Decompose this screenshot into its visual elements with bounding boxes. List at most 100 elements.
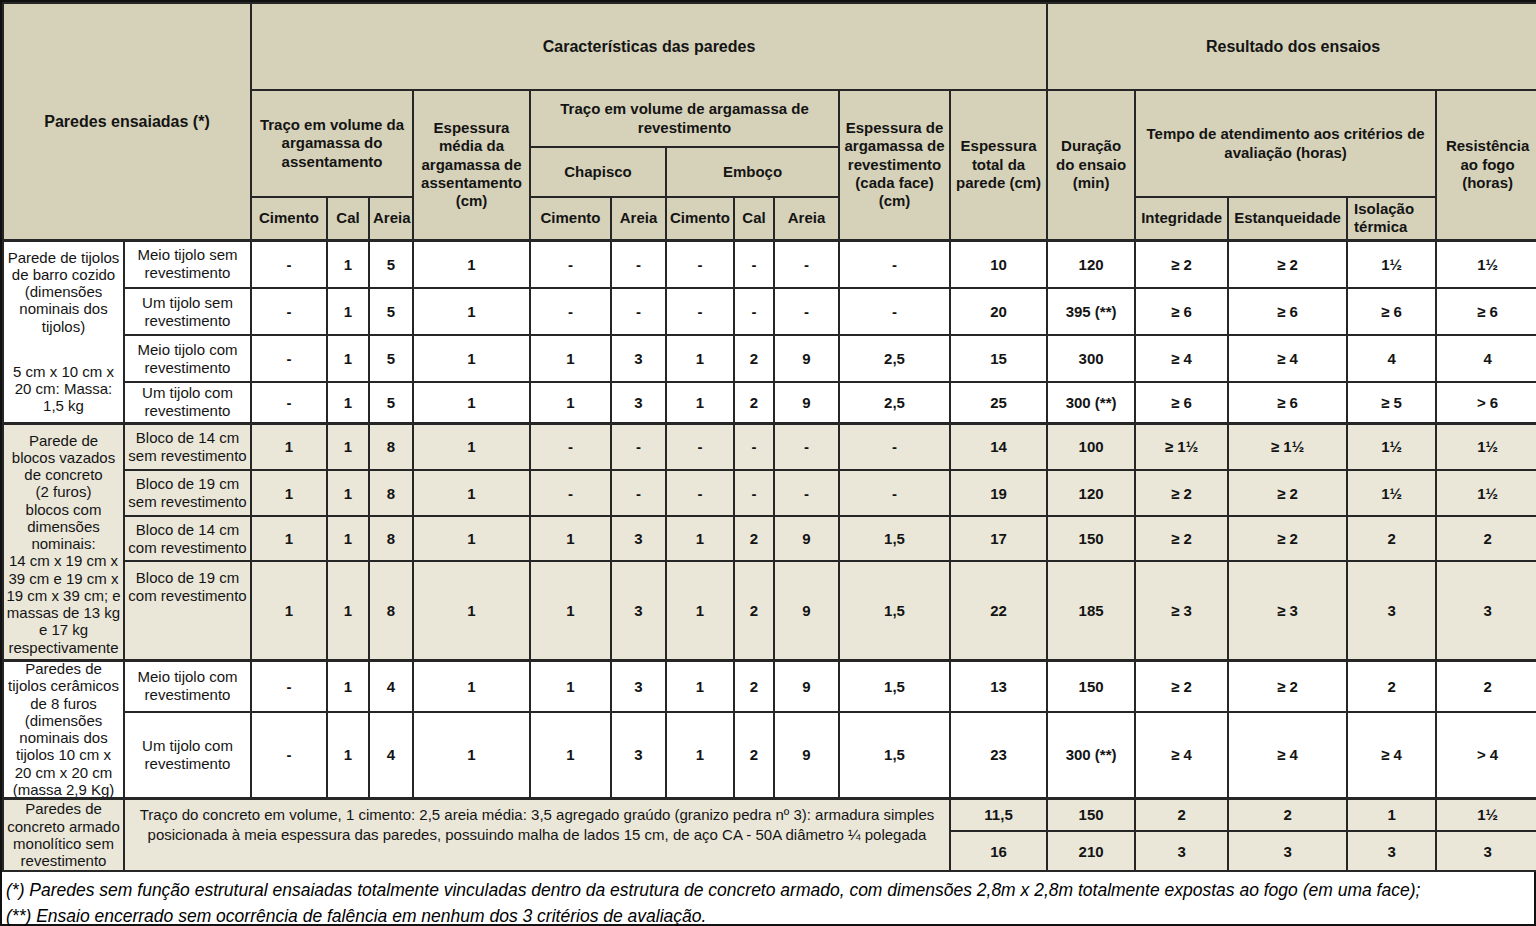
value-cell: 1 [413,712,530,798]
value-cell: 1 [413,240,530,288]
value-cell: 150 [1047,516,1135,561]
col-header-emboco: Emboço [666,147,839,197]
value-cell: 1,5 [839,712,950,798]
value-cell: - [530,470,611,516]
value-cell: - [530,288,611,335]
group-label: Paredes de tijolos cerâmicos de 8 furos … [3,660,124,798]
value-cell: 120 [1047,240,1135,288]
value-cell: - [251,335,327,382]
col-header-traco-assentamento: Traço em volume da argamassa do assentam… [251,90,413,197]
table-row: Paredes de concreto armado monolítico se… [3,798,1536,831]
value-cell: - [530,240,611,288]
value-cell: ≥ 2 [1228,240,1347,288]
value-cell: ≥ 2 [1228,516,1347,561]
value-cell: - [666,470,734,516]
value-cell: - [774,240,839,288]
value-cell: 2 [734,712,774,798]
value-cell: 1 [530,516,611,561]
value-cell: 2,5 [839,335,950,382]
table-row: Bloco de 14 cm com revestimento118113129… [3,516,1536,561]
value-cell: 8 [369,561,413,660]
fire-resistance-table: Paredes ensaiadas (*) Características da… [2,2,1536,872]
value-cell: ≥ 6 [1135,382,1228,423]
value-cell: ≥ 2 [1135,240,1228,288]
value-cell: 10 [950,240,1047,288]
value-cell: 1 [327,470,369,516]
row-label: Meio tijolo com revestimento [124,660,251,712]
value-cell: 3 [1347,831,1436,871]
value-cell: - [774,288,839,335]
value-cell: ≥ 4 [1228,335,1347,382]
value-cell: - [734,240,774,288]
col-header-paredes-ensaiadas: Paredes ensaiadas (*) [3,3,251,240]
value-cell: 1 [413,516,530,561]
value-cell: - [251,660,327,712]
value-cell: 2 [1347,516,1436,561]
value-cell: ≥ 6 [1228,382,1347,423]
value-cell: - [251,382,327,423]
col-header-chapisco: Chapisco [530,147,666,197]
value-cell: - [611,288,666,335]
value-cell: 1 [413,382,530,423]
col-header-cimento: Cimento [251,197,327,240]
value-cell: > 6 [1436,382,1536,423]
value-cell: 5 [369,288,413,335]
col-header-tempo-atendimento: Tempo de atendimento aos critérios de av… [1135,90,1436,197]
col-header-caracteristicas: Características das paredes [251,3,1047,90]
value-cell: 1 [251,516,327,561]
value-cell: 1 [327,516,369,561]
col-header-integridade: Integridade [1135,197,1228,240]
row-label: Bloco de 19 cm com revestimento [124,561,251,660]
value-cell: ≥ 2 [1228,470,1347,516]
value-cell: - [839,288,950,335]
value-cell: 1 [327,423,369,470]
value-cell: - [251,240,327,288]
value-cell: 150 [1047,798,1135,831]
value-cell: 11,5 [950,798,1047,831]
value-cell: 3 [1436,831,1536,871]
value-cell: 5 [369,382,413,423]
value-cell: 2 [1135,798,1228,831]
col-header-cal: Cal [327,197,369,240]
value-cell: 1 [251,423,327,470]
value-cell: 2 [734,516,774,561]
value-cell: ≥ 6 [1228,288,1347,335]
row-label: Um tijolo com revestimento [124,382,251,423]
value-cell: - [839,240,950,288]
value-cell: 2 [734,335,774,382]
row-label: Bloco de 19 cm sem revestimento [124,470,251,516]
col-header-chapisco-areia: Areia [611,197,666,240]
table-row: Paredes de tijolos cerâmicos de 8 furos … [3,660,1536,712]
value-cell: 2 [1347,660,1436,712]
value-cell: 1 [327,660,369,712]
value-cell: 16 [950,831,1047,871]
value-cell: 5 [369,335,413,382]
value-cell: 3 [611,382,666,423]
value-cell: 9 [774,660,839,712]
value-cell: 1 [666,335,734,382]
row-label: Bloco de 14 cm com revestimento [124,516,251,561]
value-cell: 23 [950,712,1047,798]
col-header-duracao: Duração do ensaio (min) [1047,90,1135,240]
value-cell: 4 [369,712,413,798]
value-cell: 1 [666,516,734,561]
value-cell: 1 [327,288,369,335]
value-cell: 15 [950,335,1047,382]
value-cell: 1 [413,561,530,660]
value-cell: 3 [611,561,666,660]
value-cell: - [611,470,666,516]
value-cell: ≥ 2 [1135,470,1228,516]
value-cell: 1 [413,660,530,712]
value-cell: 185 [1047,561,1135,660]
footnotes: (*) Paredes sem função estrutural ensaia… [2,872,1534,926]
col-header-estanqueidade: Estanqueidade [1228,197,1347,240]
group-description: Traço do concreto em volume, 1 cimento: … [124,798,950,871]
value-cell: 1 [530,712,611,798]
value-cell: 300 (**) [1047,712,1135,798]
value-cell: 3 [1135,831,1228,871]
value-cell: - [251,712,327,798]
value-cell: ≥ 4 [1228,712,1347,798]
value-cell: - [839,423,950,470]
group-label: Parede de blocos vazados de concreto(2 f… [3,423,124,660]
value-cell: 1½ [1436,798,1536,831]
